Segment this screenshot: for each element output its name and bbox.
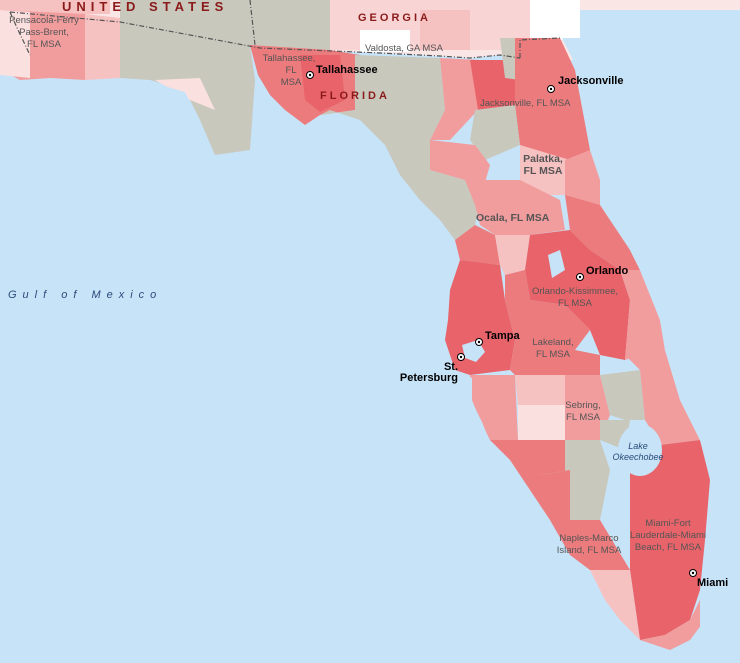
city-tampa: Tampa	[475, 330, 521, 346]
svg-text:Orlando: Orlando	[586, 265, 628, 277]
msa-label-pensacola: Pensacola-Ferry	[9, 15, 79, 26]
city-miami: Miami	[689, 569, 728, 589]
water-label-gulf: Gulf of Mexico	[8, 289, 162, 301]
msa-label-miami-2: Lauderdale-Miami	[630, 530, 706, 541]
msa-label-jacksonville: Jacksonville, FL MSA	[480, 98, 571, 109]
msa-label-lakeland-2: FL MSA	[536, 349, 571, 360]
msa-label-miami-3: Beach, FL MSA	[635, 542, 702, 553]
msa-label-palatka-2: FL MSA	[524, 165, 563, 177]
region-ocala	[465, 180, 565, 235]
msa-label-naples-2: Island, FL MSA	[557, 545, 622, 556]
state-label-georgia: GEORGIA	[358, 12, 431, 24]
lake-label-2: Okeechobee	[612, 452, 663, 462]
region-jacksonville	[515, 38, 590, 170]
state-border	[9, 11, 521, 59]
msa-label-sebring-2: FL MSA	[566, 412, 601, 423]
svg-text:Tampa: Tampa	[485, 330, 521, 342]
region-bigbend-rural	[320, 55, 480, 240]
region-sebring	[565, 375, 610, 440]
state-label-florida: FLORIDA	[320, 90, 390, 102]
msa-label-valdosta: Valdosta, GA MSA	[365, 43, 444, 54]
msa-label-tallahassee: Tallahassee,	[263, 53, 316, 64]
msa-label-tallahassee-2: FL	[285, 65, 296, 76]
msa-label-lakeland: Lakeland,	[532, 337, 573, 348]
lake-okeechobee	[618, 424, 662, 476]
msa-labels: Pensacola-Ferry Pass-Brent, FL MSA Talla…	[9, 15, 706, 556]
msa-label-sebring: Sebring,	[565, 400, 600, 411]
svg-text:Tallahassee: Tallahassee	[316, 64, 378, 76]
country-label: UNITED STATES	[62, 0, 228, 14]
msa-label-orlando-2: FL MSA	[558, 298, 593, 309]
city-st-petersburg: St. Petersburg	[400, 353, 465, 384]
city-tallahassee: Tallahassee	[306, 64, 378, 79]
city-st-petersburg-2: Petersburg	[400, 372, 458, 384]
region-lakeland	[510, 340, 600, 375]
msa-label-pensacola-3: FL MSA	[27, 39, 62, 50]
msa-label-pensacola-2: Pass-Brent,	[19, 27, 69, 38]
region-miami	[630, 440, 710, 640]
florida-counties	[0, 10, 710, 650]
svg-text:Miami: Miami	[697, 577, 728, 589]
msa-label-ocala: Ocala, FL MSA	[476, 212, 550, 224]
msa-label-palatka: Palatka,	[523, 153, 563, 165]
city-orlando: Orlando	[576, 265, 628, 281]
svg-text:Jacksonville: Jacksonville	[558, 75, 623, 87]
msa-label-tallahassee-3: MSA	[281, 77, 302, 88]
msa-label-miami: Miami-Fort	[645, 518, 691, 529]
msa-label-orlando: Orlando-Kissimmee,	[532, 286, 618, 297]
region-naples	[510, 460, 630, 570]
city-jacksonville: Jacksonville	[547, 75, 623, 93]
coastline-water	[0, 10, 740, 663]
svg-text:St.: St.	[444, 361, 458, 373]
city-markers: Tallahassee Jacksonville Orlando Tampa S…	[306, 64, 728, 589]
msa-label-naples: Naples-Marco	[559, 533, 618, 544]
lake-label: Lake	[628, 441, 648, 451]
